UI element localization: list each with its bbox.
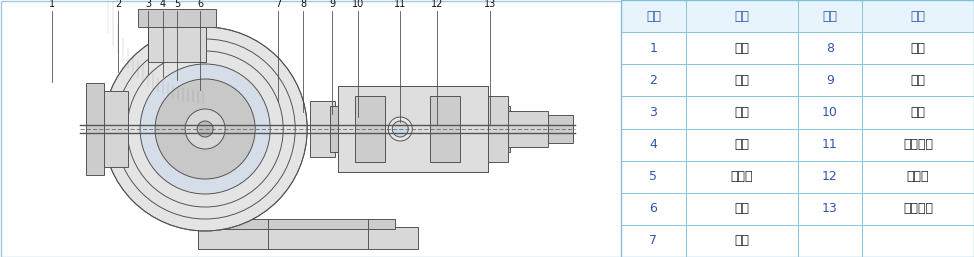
Text: 5: 5: [174, 0, 180, 9]
Text: 8: 8: [300, 0, 306, 9]
Text: 6: 6: [650, 202, 657, 215]
Bar: [148, 14, 206, 62]
Bar: [862, 32, 974, 64]
Bar: [862, 0, 974, 32]
Bar: [862, 193, 974, 225]
Bar: [621, 161, 686, 193]
Bar: [798, 64, 862, 96]
Bar: [488, 101, 506, 157]
Bar: [686, 161, 798, 193]
Text: 后盖: 后盖: [734, 106, 749, 119]
Text: 7: 7: [650, 234, 657, 247]
Circle shape: [103, 27, 307, 231]
Text: 2: 2: [650, 74, 657, 87]
Bar: [686, 96, 798, 128]
Text: 压盖: 压盖: [734, 138, 749, 151]
Bar: [862, 64, 974, 96]
Text: 3: 3: [650, 106, 657, 119]
Text: 1: 1: [49, 0, 56, 9]
Bar: [621, 64, 686, 96]
Bar: [798, 128, 862, 161]
Circle shape: [155, 79, 255, 179]
Text: 1: 1: [650, 42, 657, 55]
Bar: [686, 193, 798, 225]
Text: 名称: 名称: [734, 10, 749, 23]
Bar: [501, 106, 510, 152]
Bar: [310, 101, 335, 157]
Bar: [86, 83, 104, 175]
Text: 8: 8: [826, 42, 834, 55]
Bar: [220, 219, 395, 229]
Bar: [862, 225, 974, 257]
Bar: [330, 106, 342, 152]
Bar: [798, 225, 862, 257]
Bar: [338, 86, 488, 172]
Text: 11: 11: [394, 0, 406, 9]
Text: 序号: 序号: [646, 10, 661, 23]
Bar: [138, 9, 216, 27]
Text: 4: 4: [650, 138, 657, 151]
Text: 3: 3: [145, 0, 151, 9]
Circle shape: [185, 109, 225, 149]
Text: 叶轮: 叶轮: [734, 74, 749, 87]
Text: 支架: 支架: [734, 202, 749, 215]
Bar: [798, 0, 862, 32]
Text: 13: 13: [822, 202, 838, 215]
Circle shape: [140, 64, 270, 194]
Circle shape: [393, 121, 408, 137]
Text: 10: 10: [353, 0, 364, 9]
Text: 5: 5: [650, 170, 657, 183]
Bar: [621, 225, 686, 257]
Bar: [686, 225, 798, 257]
Bar: [686, 64, 798, 96]
Bar: [506, 111, 548, 147]
Bar: [100, 91, 129, 167]
Text: 名称: 名称: [911, 10, 925, 23]
Bar: [621, 32, 686, 64]
Text: 9: 9: [329, 0, 335, 9]
Text: 联轴器: 联轴器: [907, 170, 929, 183]
Text: 7: 7: [275, 0, 281, 9]
Text: 吸紧螺栓: 吸紧螺栓: [903, 202, 933, 215]
Text: 11: 11: [822, 138, 838, 151]
Bar: [488, 96, 508, 162]
Bar: [431, 96, 461, 162]
Text: 序号: 序号: [822, 10, 838, 23]
Bar: [548, 115, 574, 143]
Circle shape: [197, 121, 213, 137]
Text: 密封件: 密封件: [730, 170, 753, 183]
Bar: [686, 128, 798, 161]
Bar: [798, 193, 862, 225]
Bar: [198, 227, 418, 249]
Text: 6: 6: [197, 0, 204, 9]
Bar: [356, 96, 386, 162]
Bar: [862, 128, 974, 161]
Bar: [798, 161, 862, 193]
Text: 轴承: 轴承: [911, 106, 925, 119]
Bar: [798, 96, 862, 128]
Text: 12: 12: [431, 0, 443, 9]
Text: 10: 10: [822, 106, 838, 119]
Text: 泵体: 泵体: [734, 42, 749, 55]
Text: 2: 2: [115, 0, 121, 9]
Bar: [862, 161, 974, 193]
Bar: [621, 96, 686, 128]
Bar: [621, 128, 686, 161]
Bar: [621, 0, 686, 32]
Bar: [862, 96, 974, 128]
Text: 4: 4: [160, 0, 167, 9]
Text: 油盖: 油盖: [911, 42, 925, 55]
Bar: [686, 0, 798, 32]
Bar: [686, 32, 798, 64]
Circle shape: [389, 117, 412, 141]
Bar: [621, 193, 686, 225]
Text: 泵轴: 泵轴: [734, 234, 749, 247]
Text: 13: 13: [484, 0, 497, 9]
Text: 12: 12: [822, 170, 838, 183]
Text: 油镜: 油镜: [911, 74, 925, 87]
Bar: [338, 86, 488, 172]
Bar: [798, 32, 862, 64]
Text: 轴承压盖: 轴承压盖: [903, 138, 933, 151]
Text: 9: 9: [826, 74, 834, 87]
